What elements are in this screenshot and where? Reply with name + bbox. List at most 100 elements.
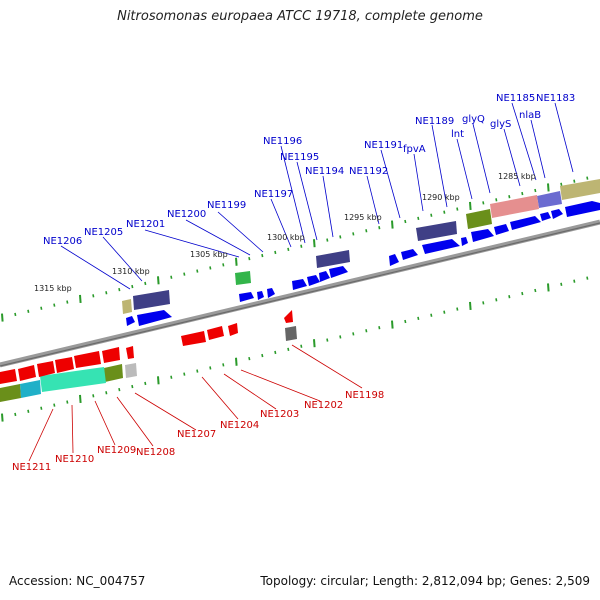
feature-box bbox=[490, 195, 539, 218]
feature-box bbox=[416, 221, 457, 241]
scale-tick bbox=[534, 288, 537, 293]
scale-tick bbox=[352, 332, 355, 336]
scale-label: 1285 kbp bbox=[498, 172, 536, 181]
scale-tick bbox=[521, 291, 524, 296]
scale-tick bbox=[469, 301, 472, 311]
scale-label: 1290 kbp bbox=[422, 193, 460, 202]
feature-box bbox=[537, 191, 562, 208]
gene-label: glyS bbox=[490, 119, 511, 130]
gene-label: glyQ bbox=[462, 114, 485, 125]
scale-label: 1305 kbp bbox=[190, 250, 228, 259]
scale-tick bbox=[79, 294, 82, 304]
gene-label: NE1210 bbox=[55, 454, 94, 465]
scale-tick bbox=[209, 366, 212, 370]
scale-tick bbox=[157, 276, 160, 285]
gene-label: NE1202 bbox=[304, 400, 343, 411]
scale-label: 1315 kbp bbox=[34, 284, 72, 293]
gene-label: NE1199 bbox=[207, 200, 246, 211]
scale-tick bbox=[131, 384, 134, 389]
gene-label: NE1200 bbox=[167, 209, 206, 220]
scale-tick bbox=[378, 326, 381, 330]
gene-label: NE1191 bbox=[364, 140, 403, 151]
reverse-gene-labels: NE1198 NE1202 NE1203 NE1204 NE1207 NE120… bbox=[12, 390, 384, 473]
scale-tick bbox=[560, 182, 563, 186]
scale-tick bbox=[287, 347, 290, 352]
scale-tick bbox=[170, 275, 173, 279]
scale-tick bbox=[560, 282, 563, 286]
gene-label: NE1201 bbox=[126, 219, 165, 230]
scale-tick bbox=[66, 300, 69, 304]
gene-label: NE1194 bbox=[305, 166, 344, 177]
scale-tick bbox=[92, 394, 95, 398]
feature-boxes bbox=[0, 179, 600, 402]
scale-tick bbox=[1, 413, 4, 422]
scale-tick bbox=[404, 219, 407, 224]
scale-tick bbox=[40, 406, 43, 410]
scale-tick bbox=[14, 412, 17, 417]
leader-lines bbox=[28, 102, 574, 462]
scale-tick bbox=[274, 250, 277, 255]
scale-tick bbox=[222, 263, 225, 267]
scale-tick bbox=[222, 363, 225, 367]
gene-label: NE1192 bbox=[349, 166, 388, 177]
scale-tick bbox=[365, 229, 368, 233]
scale-tick bbox=[118, 287, 121, 292]
scale-tick bbox=[443, 310, 446, 314]
scale-tick bbox=[27, 309, 30, 313]
scale-tick bbox=[287, 247, 290, 252]
scale-tick bbox=[482, 201, 485, 205]
feature-box bbox=[122, 299, 132, 314]
scale-tick bbox=[469, 201, 472, 211]
scale-tick bbox=[534, 188, 537, 193]
scale-tick bbox=[508, 295, 511, 299]
scale-tick bbox=[391, 220, 394, 229]
accession-text: Accession: NC_004757 bbox=[9, 574, 146, 588]
gene-label: NE1196 bbox=[263, 136, 302, 147]
scale-tick bbox=[326, 338, 329, 342]
scale-tick bbox=[261, 253, 264, 258]
scale-tick bbox=[235, 257, 238, 266]
scale-tick bbox=[1, 313, 4, 322]
scale-tick bbox=[508, 195, 511, 199]
scale-tick bbox=[53, 303, 56, 307]
gene-label: fpvA bbox=[403, 144, 426, 155]
gene-label: NE1183 bbox=[536, 93, 575, 104]
scale-tick bbox=[339, 335, 342, 339]
gene-label: NE1203 bbox=[260, 409, 299, 420]
scale-tick bbox=[326, 238, 329, 242]
scale-tick bbox=[183, 372, 186, 376]
scale-tick bbox=[430, 213, 433, 217]
scale-tick bbox=[495, 198, 498, 202]
scale-tick bbox=[300, 244, 303, 248]
scale-tick bbox=[144, 381, 147, 386]
scale-tick bbox=[235, 357, 238, 366]
genome-summary-text: Topology: circular; Length: 2,812,094 bp… bbox=[260, 574, 590, 588]
scale-tick bbox=[92, 294, 95, 298]
gene-label: NE1205 bbox=[84, 227, 123, 238]
gene-label: NE1208 bbox=[136, 447, 175, 458]
scale-tick bbox=[404, 319, 407, 324]
scale-tick bbox=[313, 339, 316, 348]
scale-tick bbox=[456, 307, 459, 311]
map-title: Nitrosomonas europaea ATCC 19718, comple… bbox=[117, 9, 483, 24]
gene-label: NE1207 bbox=[177, 429, 216, 440]
scale-tick bbox=[300, 344, 303, 348]
feature-box bbox=[0, 384, 21, 402]
scale-tick bbox=[417, 316, 420, 321]
gene-label: NE1204 bbox=[220, 420, 259, 431]
genome-backbone bbox=[0, 219, 600, 368]
scale-tick bbox=[586, 176, 589, 180]
gene-label: NE1206 bbox=[43, 236, 82, 247]
feature-box bbox=[560, 179, 600, 200]
scale-tick bbox=[365, 329, 368, 333]
scale-tick bbox=[274, 350, 277, 355]
scale-tick bbox=[443, 210, 446, 214]
scale-tick bbox=[27, 409, 30, 413]
scale-tick bbox=[352, 232, 355, 236]
feature-box bbox=[466, 209, 492, 229]
scale-tick bbox=[391, 320, 394, 329]
scale-label: 1295 kbp bbox=[344, 213, 382, 222]
scale-tick bbox=[209, 266, 212, 270]
scale-tick bbox=[586, 276, 589, 280]
